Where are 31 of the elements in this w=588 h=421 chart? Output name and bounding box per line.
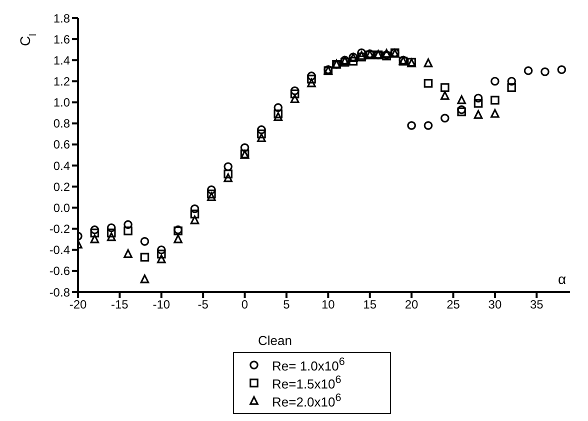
x-tick-label: 20 (404, 298, 419, 312)
y-tick-label: -0.6 (49, 264, 70, 278)
legend-title: Clean (258, 333, 293, 348)
y-tick-label: -0.8 (49, 285, 70, 300)
y-tick-label: 1.8 (53, 11, 70, 26)
x-tick-label: -20 (69, 298, 87, 312)
y-tick-label: 1.2 (53, 74, 70, 88)
y-tick-label: 1.0 (53, 96, 70, 110)
y-tick-label: 1.6 (53, 32, 70, 46)
x-tick-label: -10 (152, 298, 170, 312)
legend-label: Re=1.5x10$^{6}$ (272, 374, 342, 392)
x-tick-label: 10 (321, 298, 336, 312)
x-tick-label: 35 (530, 298, 544, 312)
legend-label: Re= 1.0x10$^{6}$ (272, 356, 345, 374)
y-tick-label: 0.8 (53, 116, 70, 131)
x-tick-label: 15 (363, 298, 377, 312)
y-tick-label: 0.4 (53, 158, 70, 173)
y-tick-label: 0.6 (53, 138, 70, 152)
x-axis-title: α (558, 271, 566, 287)
y-tick-label: -0.4 (49, 243, 70, 258)
y-tick-label: 1.4 (53, 53, 70, 68)
x-tick-label: -15 (111, 298, 129, 312)
y-tick-label: -0.2 (49, 222, 70, 236)
x-tick-label: 25 (446, 298, 460, 312)
x-tick-label: -5 (198, 298, 209, 312)
legend-label: Re=2.0x10$^{6}$ (272, 392, 342, 410)
y-tick-label: 0.0 (53, 200, 70, 215)
y-tick-label: 0.2 (53, 180, 70, 194)
x-tick-label: 5 (283, 298, 290, 312)
x-tick-label: 30 (488, 298, 502, 312)
x-tick-label: 0 (241, 298, 248, 312)
